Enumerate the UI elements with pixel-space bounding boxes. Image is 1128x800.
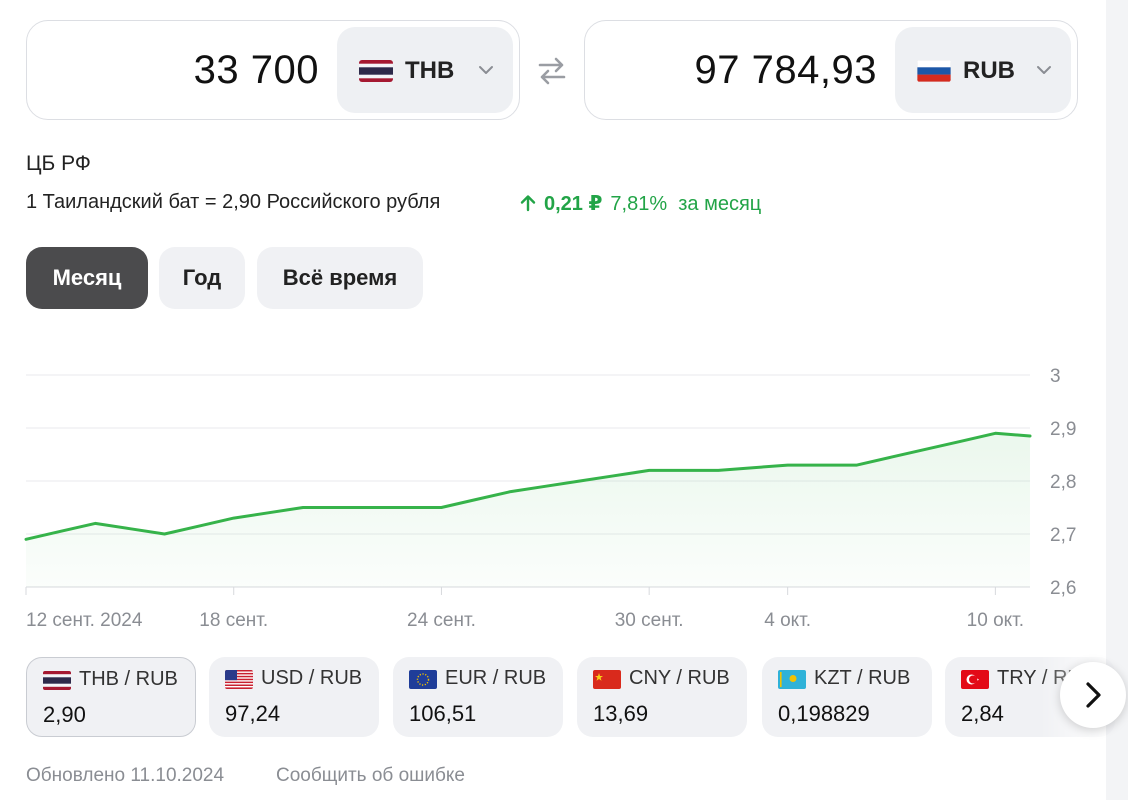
pair-value: 0,198829 xyxy=(778,701,870,726)
rate-change: 0,21 ₽ 7,81% за месяц xyxy=(518,191,761,216)
arrow-up-icon xyxy=(520,195,536,212)
chevron-right-icon xyxy=(1086,682,1101,708)
pair-label: EUR / RUB xyxy=(445,667,547,689)
pairs-next-button[interactable] xyxy=(1060,662,1126,728)
usa-flag-icon xyxy=(225,670,253,689)
tab-all-time[interactable]: Всё время xyxy=(257,247,423,309)
china-flag-icon xyxy=(593,670,621,689)
pair-value: 106,51 xyxy=(409,701,477,726)
x-tick-label: 12 сент. 2024 xyxy=(26,610,143,631)
y-tick-label: 2,6 xyxy=(1050,578,1076,599)
tab-month[interactable]: Месяц xyxy=(26,247,148,309)
pair-value: 2,90 xyxy=(43,702,86,727)
pair-value: 2,84 xyxy=(961,701,1004,726)
y-tick-label: 2,9 xyxy=(1050,419,1076,440)
y-tick-label: 3 xyxy=(1050,366,1061,387)
pair-label: KZT / RUB xyxy=(814,667,911,689)
y-tick-label: 2,8 xyxy=(1050,472,1076,493)
rate-change-abs: 0,21 ₽ xyxy=(544,193,603,215)
updated-date: Обновлено 11.10.2024 xyxy=(26,765,225,786)
chart-area-fill xyxy=(26,433,1030,587)
swap-arrows-icon[interactable] xyxy=(534,53,570,89)
pair-value: 13,69 xyxy=(593,701,649,726)
from-amount-box[interactable]: 33 700 THB xyxy=(26,20,520,120)
to-currency-select[interactable]: RUB xyxy=(895,27,1071,113)
russia-flag-icon xyxy=(917,60,951,82)
kazakhstan-flag-icon xyxy=(778,670,806,689)
report-error-link[interactable]: Сообщить об ошибке xyxy=(276,765,465,786)
tab-year[interactable]: Год xyxy=(159,247,245,309)
rate-chart[interactable]: 3 2,9 2,8 2,7 2,6 12 сент. 2024 18 сент. 24 сен… xyxy=(0,340,1106,640)
to-amount-input[interactable]: 97 784,93 xyxy=(694,48,877,92)
from-currency-select[interactable]: THB xyxy=(337,27,513,113)
pair-thb-rub[interactable]: THB / RUB 2,90 xyxy=(26,657,196,737)
x-tick-label: 4 окт. xyxy=(764,610,811,631)
x-tick-label: 18 сент. xyxy=(199,610,268,631)
pair-usd-rub[interactable]: USD / RUB 97,24 xyxy=(209,657,379,737)
pair-label: USD / RUB xyxy=(261,667,363,689)
chevron-down-icon xyxy=(1037,66,1051,74)
pair-cny-rub[interactable]: CNY / RUB 13,69 xyxy=(577,657,747,737)
rate-source: ЦБ РФ xyxy=(26,152,91,175)
from-currency-code: THB xyxy=(405,57,455,84)
y-tick-label: 2,7 xyxy=(1050,525,1076,546)
pair-value: 97,24 xyxy=(225,701,281,726)
pair-label: CNY / RUB xyxy=(629,667,730,689)
x-tick-label: 30 сент. xyxy=(615,610,684,631)
rate-text: 1 Таиландский бат = 2,90 Российского руб… xyxy=(26,191,441,213)
to-amount-box[interactable]: 97 784,93 RUB xyxy=(584,20,1078,120)
chart-series-line xyxy=(24,431,1032,541)
pair-eur-rub[interactable]: EUR / RUB 106,51 xyxy=(393,657,563,737)
chevron-down-icon xyxy=(479,66,493,74)
turkey-flag-icon xyxy=(961,670,989,689)
thailand-flag-icon xyxy=(359,60,393,82)
rate-change-period: за месяц xyxy=(678,193,762,215)
eu-flag-icon xyxy=(409,670,437,689)
x-tick-label: 10 окт. xyxy=(967,610,1024,631)
page-background xyxy=(1106,0,1128,800)
to-currency-code: RUB xyxy=(963,57,1015,84)
rate-change-pct: 7,81% xyxy=(610,193,668,215)
pair-kzt-rub[interactable]: KZT / RUB 0,198829 xyxy=(762,657,932,737)
pair-label: THB / RUB xyxy=(79,668,178,690)
x-tick-label: 24 сент. xyxy=(407,610,476,631)
from-amount-input[interactable]: 33 700 xyxy=(193,48,319,92)
thailand-flag-icon xyxy=(43,671,71,690)
